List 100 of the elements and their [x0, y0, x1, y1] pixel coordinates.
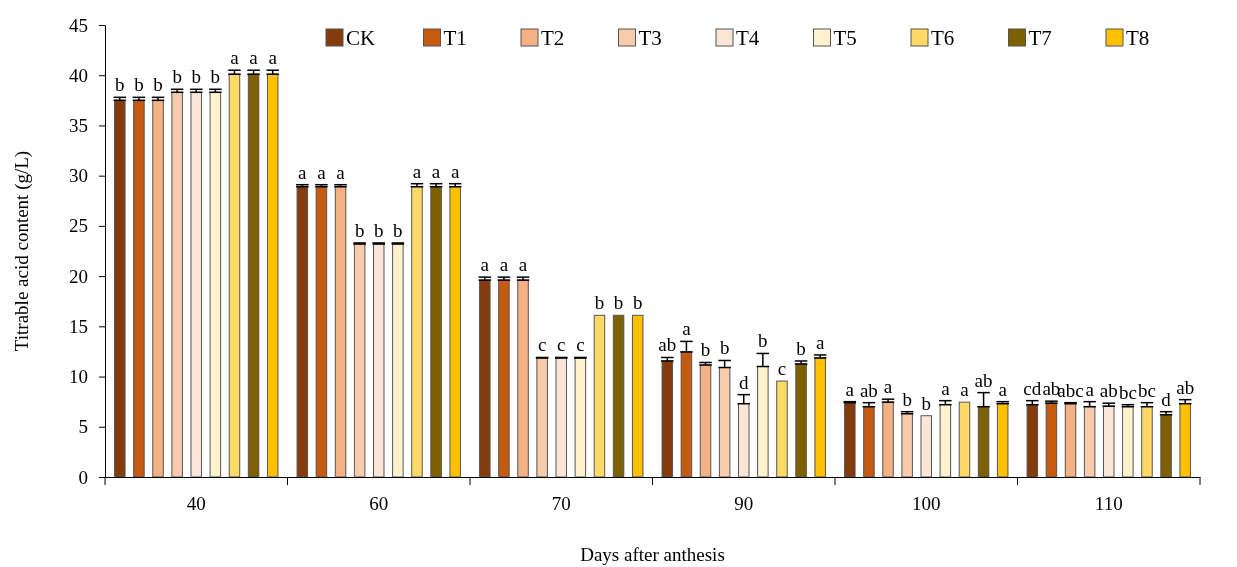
data-label: b	[134, 74, 144, 96]
bar	[901, 413, 913, 478]
x-tick-label: 40	[186, 493, 206, 515]
legend-label: T2	[541, 26, 565, 50]
bar	[1064, 403, 1077, 478]
data-label: bc	[1118, 381, 1137, 403]
data-label: b	[210, 66, 221, 88]
bar	[593, 314, 606, 478]
bar	[555, 357, 568, 478]
bar	[114, 99, 126, 478]
y-tick-label: 40	[69, 64, 88, 86]
bar	[411, 186, 423, 478]
legend-label: T5	[833, 26, 857, 50]
data-label: a	[298, 161, 308, 183]
bar	[1160, 414, 1172, 478]
legend-label: CK	[346, 26, 376, 50]
legend-label: T8	[1126, 26, 1150, 50]
bar	[209, 91, 222, 478]
bar	[315, 186, 328, 478]
y-tick-label: 10	[69, 366, 88, 388]
data-label: a	[230, 47, 240, 69]
data-label: b	[354, 219, 365, 241]
data-label: b	[632, 292, 643, 314]
data-label: b	[902, 388, 912, 410]
bar	[247, 73, 260, 478]
data-label: a	[480, 254, 490, 276]
data-label: a	[941, 377, 951, 399]
data-label: b	[393, 219, 403, 241]
data-label: c	[576, 334, 585, 356]
y-tick-label: 30	[69, 165, 88, 187]
data-label: a	[431, 160, 441, 182]
bar	[152, 99, 164, 478]
bar	[334, 186, 347, 478]
bar	[1122, 406, 1134, 478]
data-label: c	[537, 334, 547, 356]
bar	[680, 351, 693, 478]
data-label: b	[374, 219, 384, 241]
bar	[612, 314, 625, 478]
data-label: ab	[658, 334, 677, 356]
data-label: d	[1161, 388, 1172, 410]
data-label: a	[883, 376, 893, 398]
data-label: ab	[974, 369, 993, 391]
x-tick-label: 100	[912, 493, 941, 515]
data-label: a	[317, 161, 327, 183]
bar	[977, 406, 990, 478]
bar	[920, 415, 933, 478]
data-label: b	[921, 392, 931, 414]
data-label: a	[1085, 378, 1095, 400]
bar	[228, 73, 241, 478]
bar	[814, 357, 826, 478]
bar	[1141, 406, 1153, 478]
data-label: a	[682, 318, 692, 340]
bar	[133, 99, 145, 478]
data-label: a	[845, 378, 855, 400]
y-tick-label: 5	[78, 416, 88, 438]
bar	[296, 186, 309, 478]
x-axis-title: Days after anthesis	[580, 544, 725, 565]
data-label: b	[700, 339, 711, 361]
data-label: b	[115, 74, 125, 96]
bar	[661, 360, 674, 478]
bar	[795, 363, 807, 478]
x-tick-label: 70	[551, 493, 571, 515]
bar	[353, 243, 366, 478]
bar	[738, 403, 750, 478]
data-label: b	[153, 74, 163, 96]
legend-label: T3	[638, 26, 662, 50]
data-label: b	[594, 292, 605, 314]
y-axis-title: Titrable acid content (g/L)	[11, 150, 33, 352]
bar	[1083, 406, 1096, 478]
data-label: ab	[1176, 376, 1195, 398]
bar	[430, 186, 442, 478]
x-tick-label: 110	[1094, 493, 1123, 515]
data-label: c	[777, 358, 787, 380]
data-label: bc	[1138, 379, 1156, 401]
bar	[498, 279, 510, 478]
data-label: b	[758, 330, 768, 352]
data-label: cd	[1023, 377, 1042, 399]
data-label: a	[815, 331, 825, 353]
data-label: b	[191, 66, 201, 88]
data-label: a	[249, 47, 259, 69]
data-label: a	[998, 378, 1008, 400]
data-label: a	[450, 160, 460, 182]
bar	[171, 91, 183, 478]
bar	[776, 380, 788, 478]
data-label: a	[412, 160, 422, 182]
data-label: ab	[1099, 380, 1118, 402]
bar	[190, 91, 203, 478]
y-tick-label: 45	[69, 14, 88, 36]
data-label: ab	[859, 379, 878, 401]
bar	[631, 314, 644, 478]
x-tick-label: 90	[734, 493, 754, 515]
bar	[1045, 402, 1058, 478]
bar	[699, 364, 712, 478]
data-label: c	[557, 334, 566, 356]
bar	[757, 366, 769, 478]
data-label: b	[796, 337, 806, 359]
bar	[882, 401, 894, 478]
data-label: b	[719, 337, 730, 359]
data-label: a	[268, 47, 278, 69]
bar	[958, 401, 971, 478]
